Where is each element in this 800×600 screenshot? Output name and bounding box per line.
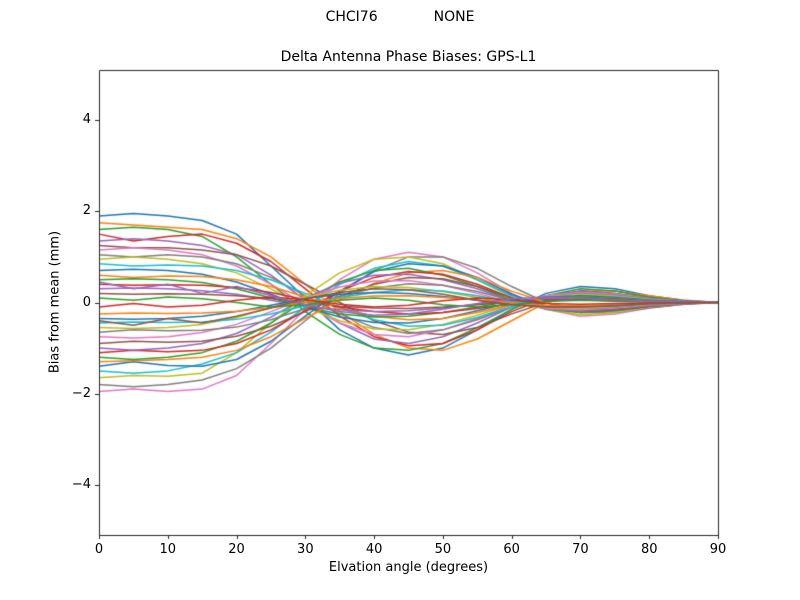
x-axis-label: Elvation angle (degrees) bbox=[328, 560, 489, 575]
solution-type: NONE bbox=[433, 9, 475, 25]
y-tick-label: 0 bbox=[82, 294, 91, 310]
y-tick-label: 2 bbox=[82, 203, 91, 219]
x-tick-label: 10 bbox=[159, 542, 177, 557]
station-id: CHCI76 bbox=[325, 9, 378, 25]
x-tick-label: 60 bbox=[503, 542, 520, 557]
x-tick-label: 30 bbox=[297, 542, 314, 557]
suptitle: CHCI76 NONE bbox=[0, 9, 800, 25]
plot-title: Delta Antenna Phase Biases: GPS-L1 bbox=[280, 49, 537, 65]
y-tick-label: 4 bbox=[82, 112, 91, 128]
x-tick-label: 20 bbox=[228, 542, 245, 557]
x-tick-label: 80 bbox=[640, 542, 658, 557]
x-tick-label: 50 bbox=[434, 542, 452, 557]
y-tick-label: −4 bbox=[71, 476, 91, 492]
x-tick-label: 70 bbox=[572, 542, 589, 557]
x-tick-label: 40 bbox=[365, 542, 383, 557]
x-tick-label: 90 bbox=[709, 542, 727, 557]
x-tick-label: 0 bbox=[94, 542, 104, 557]
y-tick-label: −2 bbox=[71, 385, 91, 401]
y-axis-label: Bias from mean (mm) bbox=[47, 230, 63, 374]
